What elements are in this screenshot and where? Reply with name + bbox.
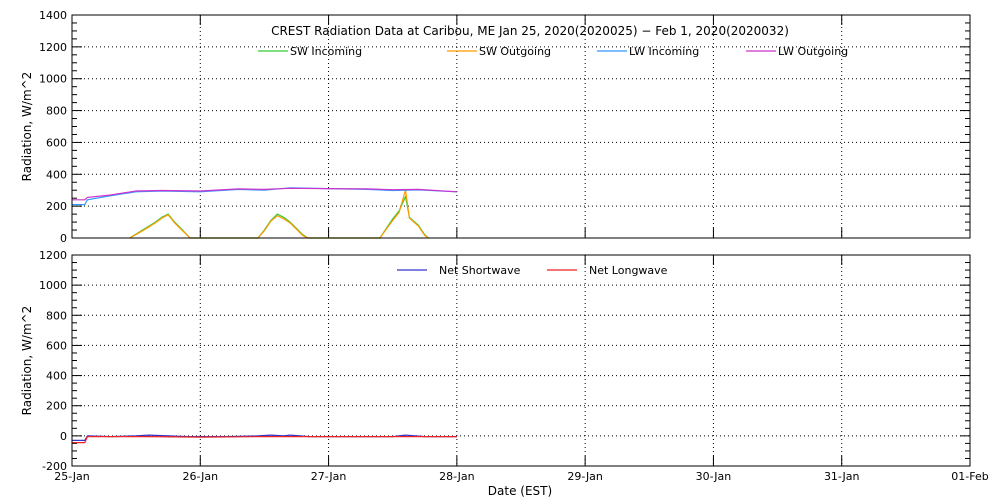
y-tick-label: 200 bbox=[46, 400, 67, 413]
plot-frame bbox=[71, 254, 971, 467]
series-line-net-shortwave bbox=[72, 434, 457, 441]
y-tick-label: 1200 bbox=[39, 249, 67, 262]
y-tick-label: 1200 bbox=[39, 41, 67, 54]
y-tick-label: 400 bbox=[46, 168, 67, 181]
y-tick-label: 1000 bbox=[39, 73, 67, 86]
x-tick-label: 28-Jan bbox=[439, 470, 475, 483]
y-tick-label: 400 bbox=[46, 370, 67, 383]
y-tick-label: 1400 bbox=[39, 9, 67, 22]
series-line-lw-outgoing bbox=[72, 187, 457, 201]
lower-panel: -200 0 200 400 600 800 1000 1200 Radiation, W/m^… bbox=[20, 249, 971, 473]
x-axis-label: Date (EST) bbox=[488, 484, 552, 498]
legend-label: LW Incoming bbox=[629, 45, 699, 58]
series-line-lw-incoming bbox=[72, 187, 457, 206]
x-tick-label: 01-Feb bbox=[951, 470, 988, 483]
legend-label: LW Outgoing bbox=[778, 45, 848, 58]
y-tick-label: 600 bbox=[46, 136, 67, 149]
y-tick-label: -200 bbox=[42, 460, 67, 473]
y-axis-label: Radiation, W/m^2 bbox=[20, 306, 34, 416]
x-tick-label: 26-Jan bbox=[183, 470, 219, 483]
x-tick-label: 25-Jan bbox=[54, 470, 90, 483]
y-tick-label: 0 bbox=[60, 430, 67, 443]
plot-frame bbox=[71, 14, 971, 239]
y-tick-label: 1000 bbox=[39, 279, 67, 292]
upper-panel: 0 200 400 600 800 1000 1200 1400 Radiation, W/m^… bbox=[20, 9, 971, 245]
x-tick-label: 31-Jan bbox=[824, 470, 860, 483]
chart-title: CREST Radiation Data at Caribou, ME Jan … bbox=[271, 24, 789, 38]
legend-label: SW Incoming bbox=[290, 45, 362, 58]
legend-label: Net Shortwave bbox=[439, 264, 521, 277]
y-axis-label: Radiation, W/m^2 bbox=[20, 72, 34, 182]
y-tick-label: 600 bbox=[46, 339, 67, 352]
x-tick-label: 30-Jan bbox=[696, 470, 732, 483]
y-tick-label: 800 bbox=[46, 309, 67, 322]
x-tick-label: 29-Jan bbox=[567, 470, 603, 483]
y-tick-label: 0 bbox=[60, 232, 67, 245]
y-tick-label: 800 bbox=[46, 105, 67, 118]
series-line-sw-outgoing bbox=[129, 190, 429, 239]
legend-label: Net Longwave bbox=[589, 264, 668, 277]
y-tick-label: 200 bbox=[46, 200, 67, 213]
x-tick-label: 27-Jan bbox=[311, 470, 347, 483]
legend-label: SW Outgoing bbox=[479, 45, 551, 58]
series-line-net-longwave bbox=[72, 436, 457, 444]
